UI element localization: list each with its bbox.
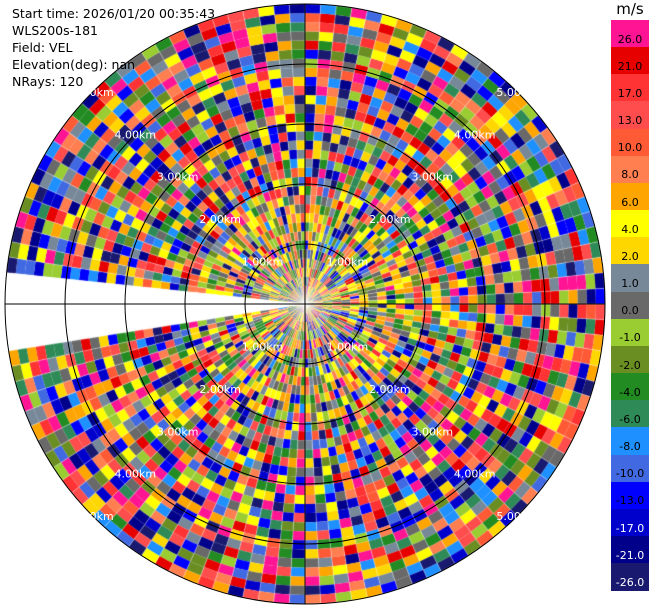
colorbar-swatch (611, 237, 649, 265)
colorbar-swatch (611, 536, 649, 564)
colorbar-swatch (611, 128, 649, 157)
colorbar-swatch (611, 454, 649, 483)
range-ring-label: 3.00km (157, 425, 199, 438)
colorbar-swatch (611, 155, 649, 184)
range-ring-label: 3.00km (411, 425, 453, 438)
colorbar-tick-label: -2.0 (619, 358, 641, 372)
range-ring-label: 2.00km (199, 383, 241, 396)
colorbar-tick-label: 26.0 (617, 32, 643, 46)
colorbar-tick-label: 4.0 (621, 222, 639, 236)
range-ring-label: 1.00km (327, 340, 369, 353)
range-ring-label: 5.00km (72, 86, 114, 99)
colorbar-tick-label: -6.0 (619, 412, 641, 426)
colorbar-swatch (611, 508, 649, 537)
range-ring-label: 2.00km (369, 383, 411, 396)
instrument-label: WLS200s-181 (12, 23, 98, 38)
range-ring-label: 2.00km (199, 213, 241, 226)
colorbar-swatch (611, 481, 649, 510)
colorbar-tick-label: 2.0 (621, 249, 639, 263)
colorbar-tick-label: -4.0 (619, 385, 641, 399)
range-ring-label: 5.00km (496, 510, 538, 523)
range-ring-label: 4.00km (454, 128, 496, 141)
colorbar-tick-label: 17.0 (617, 86, 643, 100)
colorbar-tick-label: -21.0 (615, 548, 645, 562)
colorbar-swatch (611, 427, 649, 456)
range-ring-label: 5.00km (72, 510, 114, 523)
range-ring-label: 4.00km (115, 128, 157, 141)
colorbar-swatch (611, 400, 649, 428)
colorbar-swatch (611, 20, 649, 48)
colorbar-tick-label: -17.0 (615, 521, 645, 535)
colorbar-tick-label: -1.0 (619, 331, 641, 345)
colorbar-tick-label: 1.0 (621, 277, 639, 291)
range-ring-label: 1.00km (327, 256, 369, 269)
colorbar-swatch (611, 101, 649, 130)
colorbar-tick-label: -10.0 (615, 467, 645, 481)
colorbar-swatch (611, 345, 649, 374)
colorbar-tick-label: 6.0 (621, 195, 639, 209)
colorbar-tick-label: 0.0 (621, 304, 639, 318)
colorbar-swatch (611, 291, 649, 320)
colorbar-tick-label: 10.0 (617, 141, 643, 155)
colorbar-tick-label: 13.0 (617, 114, 643, 128)
elevation-label: Elevation(deg): nan (12, 57, 136, 72)
colorbar-swatch (611, 318, 649, 347)
colorbar-tick-label: 8.0 (621, 168, 639, 182)
colorbar-tick-label: -26.0 (615, 575, 645, 589)
range-ring-label: 1.00km (242, 340, 284, 353)
colorbar-swatch (611, 264, 649, 293)
colorbar: 26.0 21.0 17.0 13.0 10.0 8.0 6.0 4.0 2.0 1.0 0.0 -1… (611, 20, 649, 616)
colorbar-swatch (611, 74, 649, 102)
range-ring-label: 3.00km (411, 171, 453, 184)
range-ring-label: 2.00km (369, 213, 411, 226)
colorbar-tick-label: 21.0 (617, 59, 643, 73)
range-ring-label: 4.00km (115, 468, 157, 481)
colorbar-swatch (611, 182, 649, 211)
nrays-label: NRays: 120 (12, 74, 84, 89)
colorbar-tick-label: -8.0 (619, 440, 641, 454)
colorbar-swatch (611, 563, 649, 591)
range-ring-label: 1.00km (242, 256, 284, 269)
colorbar-tick-label: -30.0 (615, 603, 645, 616)
ppi-overlay: 1.00km 1.00km 1.00km 1.00km 2.00km 2.00km 2.00… (4, 3, 606, 605)
colorbar-swatch (611, 210, 649, 238)
range-ring-label: 4.00km (454, 468, 496, 481)
start-time-label: Start time: 2026/01/20 00:35:43 (12, 6, 216, 21)
colorbar-unit: m/s (616, 0, 644, 18)
range-ring-label: 3.00km (157, 171, 199, 184)
colorbar-tick-label: -13.0 (615, 494, 645, 508)
colorbar-swatch (611, 373, 649, 401)
field-label: Field: VEL (12, 40, 73, 55)
range-ring-label: 5.00km (496, 86, 538, 99)
colorbar-swatch (611, 47, 649, 75)
